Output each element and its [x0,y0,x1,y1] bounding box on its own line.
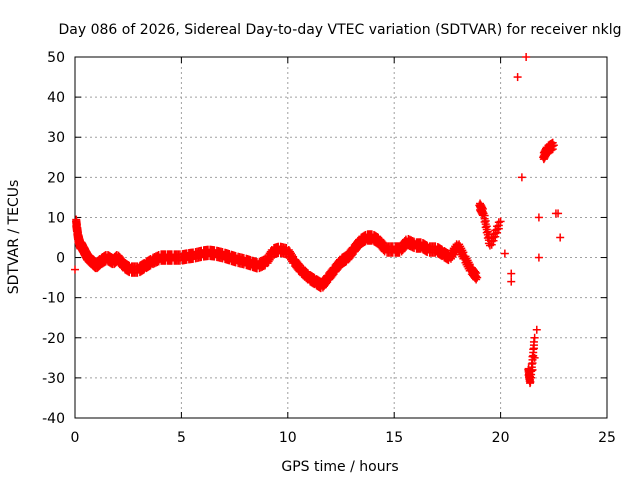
data-point [507,269,516,278]
x-tick-label: 15 [385,430,403,446]
y-tick-label: -30 [42,371,65,387]
x-axis-label: GPS time / hours [281,459,398,475]
data-point [485,241,494,250]
x-tick-label: 0 [71,430,80,446]
data-point [347,251,356,260]
y-tick-label: 0 [56,251,65,267]
data-point [71,265,79,274]
data-point [496,217,505,226]
y-tick-label: -10 [42,291,65,307]
data-point [507,277,516,286]
y-tick-label: -20 [42,331,65,347]
data-points [71,53,565,388]
data-point [556,233,565,242]
data-point [493,228,502,237]
data-point [522,53,531,61]
tick-labels: 0 5 10 15 20 25 -40 -30 -20 -10 0 10 20 30 40 50 [42,50,616,446]
data-point [530,333,539,342]
data-point [527,373,536,382]
data-point [549,141,558,150]
x-tick-label: 20 [492,430,510,446]
data-point [517,173,526,182]
y-tick-label: -40 [42,411,65,427]
data-point [551,209,560,218]
data-point [530,353,539,362]
data-point [322,279,331,288]
data-point [532,325,541,334]
data-point [534,253,543,262]
data-point [487,240,496,249]
data-point [528,365,537,374]
y-axis-label: SDTVAR / TECUs [6,180,22,295]
data-point [500,249,509,258]
data-point [529,344,538,353]
x-tick-label: 10 [279,430,297,446]
chart-title: Day 086 of 2026, Sidereal Day-to-day VTE… [59,22,622,38]
data-point [473,273,482,282]
y-tick-label: 50 [47,50,65,66]
data-point [548,145,557,154]
data-point [472,275,481,284]
y-tick-label: 20 [47,170,65,186]
data-point [489,236,498,245]
y-tick-label: 10 [47,210,65,226]
y-tick-label: 30 [47,130,65,146]
data-point [494,224,503,233]
data-point [328,271,337,280]
data-point [491,232,500,241]
data-point [513,73,522,82]
y-tick-label: 40 [47,90,65,106]
x-tick-label: 25 [598,430,616,446]
data-point [528,359,537,368]
x-tick-label: 5 [177,430,186,446]
data-point [534,213,543,222]
